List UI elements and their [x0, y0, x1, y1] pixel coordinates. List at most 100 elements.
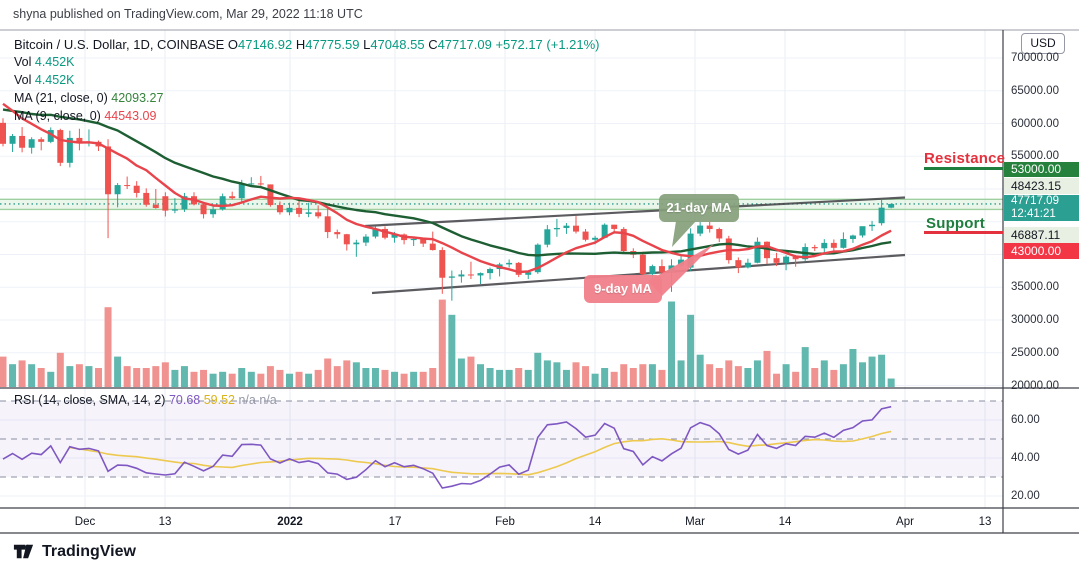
time-tick-label: 2022: [277, 516, 303, 528]
rsi-na-1: n/a: [238, 393, 256, 407]
volume-bar: [85, 366, 93, 387]
candle-body: [601, 224, 608, 238]
volume-bar: [95, 368, 102, 387]
ma21-label[interactable]: MA (21, close, 0): [14, 91, 108, 105]
rsi-line: [2, 405, 892, 489]
volume-bar: [200, 369, 208, 387]
volume-bar: [438, 299, 446, 387]
candle-body: [553, 227, 560, 230]
volume-bar: [9, 364, 17, 387]
volume-bar: [286, 373, 293, 387]
candle-body: [124, 185, 131, 187]
volume-bar: [706, 364, 714, 387]
candle-body: [611, 224, 618, 229]
ma9-callout: 9-day MA: [584, 275, 662, 303]
price-tick-label: 65000.00: [1011, 84, 1059, 97]
volume-legend-row[interactable]: Vol 4.452K: [14, 73, 75, 87]
volume-bar: [171, 369, 179, 387]
time-tick-label: 14: [588, 516, 602, 528]
price-tick-label: 30000.00: [1011, 314, 1059, 326]
candle-body: [534, 244, 541, 273]
price-tick-label: 25000.00: [1011, 346, 1059, 359]
volume-bar: [75, 364, 83, 387]
rsi-tick-label: 40.00: [1011, 452, 1040, 464]
volume-bar: [47, 371, 55, 387]
candle-body: [171, 209, 178, 211]
volume-bar: [477, 364, 484, 387]
resistance-level-line: [924, 167, 1003, 170]
candle-body: [324, 216, 331, 233]
candle-body: [420, 238, 427, 244]
candle-body: [783, 256, 790, 263]
candle-body: [525, 272, 532, 275]
volume-bar: [123, 366, 131, 387]
candle-body: [754, 241, 761, 263]
rsi-legend: RSI (14, close, SMA, 14, 2) 70.68 59.52 …: [14, 393, 277, 407]
candle-body: [286, 207, 293, 213]
price-badge: 48423.15: [1004, 178, 1079, 194]
ma9-label[interactable]: MA (9, close, 0): [14, 109, 101, 123]
volume-bar: [524, 369, 532, 387]
volume-bar: [792, 371, 800, 387]
candle-body: [267, 184, 274, 206]
candle-body: [830, 242, 837, 248]
volume-bar: [839, 364, 847, 387]
candle-body: [0, 122, 6, 144]
volume-bar: [257, 373, 265, 387]
currency-toggle-button[interactable]: USD: [1021, 33, 1065, 54]
candle-body: [181, 196, 188, 210]
ohlc-item: L47048.55: [363, 37, 425, 52]
time-tick-label: 13: [978, 516, 992, 528]
candle-body: [19, 135, 26, 148]
volume-legend-rows: Vol 4.452K Vol 4.452K: [14, 54, 600, 89]
candle-body: [200, 204, 207, 215]
candle-body: [878, 207, 885, 224]
candle-body: [869, 224, 876, 227]
volume-bar: [28, 364, 36, 387]
volume-bar: [419, 371, 427, 387]
candle-body: [458, 274, 465, 277]
volume-bar: [830, 369, 838, 387]
price-badge: 46887.11: [1004, 227, 1079, 243]
channel-upper-trendline: [364, 196, 906, 228]
candle-body: [152, 204, 159, 208]
candle-body: [649, 266, 656, 275]
tradingview-logo-icon: [13, 544, 34, 559]
candle-body: [811, 247, 818, 249]
ohlc-item: O47146.92: [227, 37, 293, 52]
volume-bar: [696, 354, 704, 387]
change-value: +572.17 (+1.21%): [495, 37, 600, 52]
volume-bar: [295, 371, 303, 387]
price-badge-line: 48423.15: [1011, 178, 1062, 193]
rsi-label[interactable]: RSI (14, close, SMA, 14, 2): [14, 393, 166, 407]
ma21-callout: 21-day MA: [659, 194, 739, 222]
volume-bar: [859, 362, 866, 387]
candle-body: [792, 256, 799, 260]
tradingview-logo[interactable]: TradingView: [12, 540, 136, 563]
candle-body: [162, 196, 169, 211]
candle-body: [467, 274, 474, 276]
rsi-tick-label: 60.00: [1011, 414, 1040, 426]
ma9-line: [2, 102, 892, 274]
volume-bar: [343, 360, 351, 387]
volume-bar: [0, 356, 7, 387]
candle-body: [296, 207, 303, 214]
rsi-na-2: n/a: [259, 393, 277, 407]
candle-body: [315, 212, 322, 217]
volume-bar: [582, 366, 590, 387]
candle-body: [658, 266, 665, 273]
price-badge-line: 53000.00: [1011, 162, 1062, 176]
symbol-title[interactable]: Bitcoin / U.S. Dollar, 1D, COINBASE: [14, 37, 225, 52]
price-badge-line: 43000.00: [1011, 243, 1062, 258]
volume-bar: [620, 364, 628, 387]
volume-bar: [371, 368, 379, 387]
volume-bar: [553, 362, 561, 387]
candle-body: [362, 236, 369, 243]
candle-body: [114, 185, 121, 195]
volume-legend-row[interactable]: Vol 4.452K: [14, 55, 75, 69]
candle-body: [849, 235, 856, 239]
support-label: Support: [926, 215, 985, 232]
tradingview-logo-text: TradingView: [42, 542, 136, 560]
